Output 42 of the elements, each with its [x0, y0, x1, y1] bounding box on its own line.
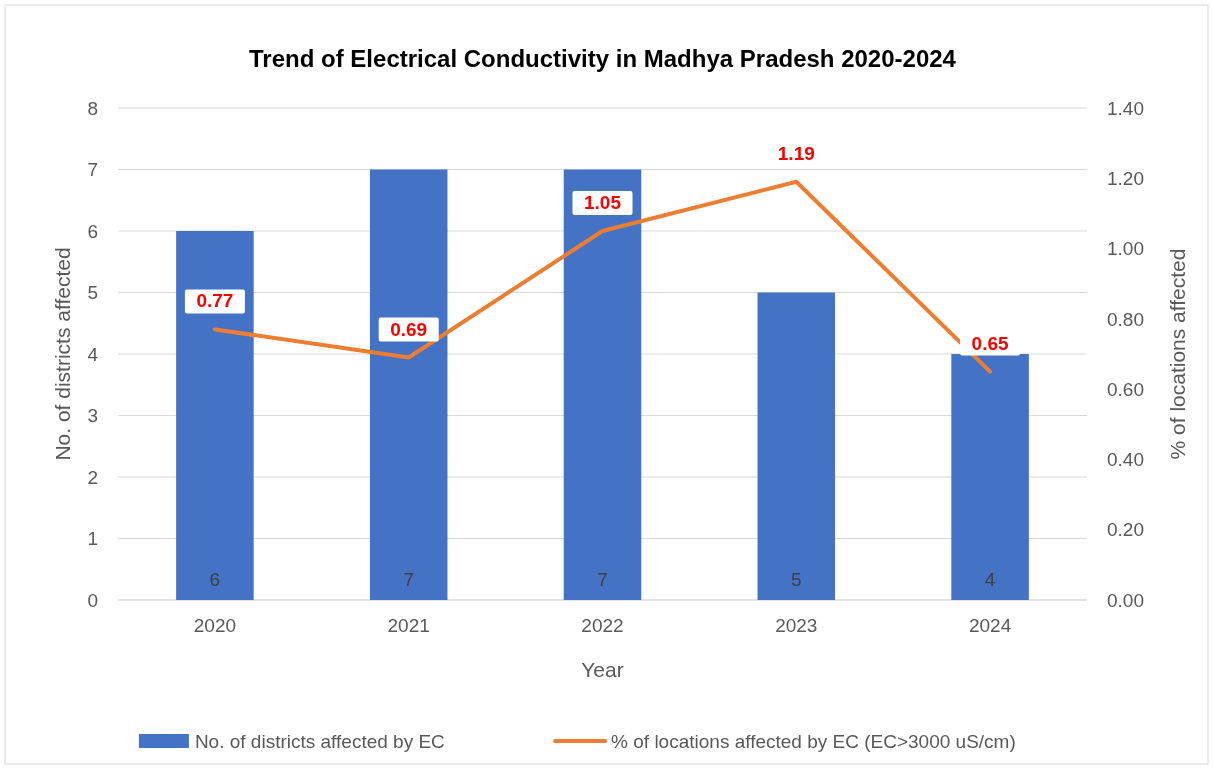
y-tick-label: 3 — [87, 405, 98, 427]
legend-label: % of locations affected by EC (EC>3000 uS/cm) — [611, 730, 1016, 752]
y-tick-label: 6 — [87, 220, 98, 242]
legend-label: No. of districts affected by EC — [194, 730, 445, 752]
y2-tick-label: 1.40 — [1107, 97, 1144, 119]
y2-tick-label: 0.60 — [1107, 378, 1144, 400]
data-label: 1.05 — [584, 192, 622, 213]
bar — [757, 292, 836, 600]
y2-tick-label: 1.20 — [1107, 167, 1144, 189]
data-label: 7 — [403, 569, 414, 590]
data-label: 4 — [984, 569, 996, 590]
data-label: 5 — [791, 569, 802, 590]
data-label: 0.77 — [196, 290, 234, 312]
bar — [563, 169, 642, 600]
y-tick-label: 5 — [87, 282, 98, 304]
y2-axis-title: % of locations affected — [1166, 248, 1189, 460]
x-axis-title: Year — [581, 658, 624, 681]
y2-tick-label: 1.00 — [1107, 238, 1144, 260]
y2-tick-label: 0.00 — [1107, 589, 1144, 611]
y-tick-label: 2 — [87, 466, 98, 488]
x-tick-label: 2020 — [193, 615, 237, 636]
y2-tick-label: 0.40 — [1107, 449, 1144, 471]
y2-tick-label: 0.20 — [1107, 519, 1144, 541]
y-tick-label: 8 — [87, 97, 98, 119]
x-tick-label: 2022 — [581, 615, 624, 636]
data-label: 1.19 — [777, 142, 815, 164]
y-tick-label: 4 — [87, 343, 99, 365]
bar — [176, 231, 254, 600]
x-tick-label: 2021 — [387, 615, 430, 636]
data-label: 0.65 — [971, 332, 1010, 354]
bar — [369, 169, 448, 600]
chart-title: Trend of Electrical Conductivity in Madhya Pradesh 2020-2024 — [249, 45, 957, 72]
x-tick-label: 2023 — [775, 615, 818, 636]
y-tick-label: 7 — [87, 159, 98, 181]
x-tick-label: 2024 — [968, 615, 1012, 636]
data-label: 0.69 — [390, 318, 428, 340]
y-tick-label: 1 — [87, 528, 98, 550]
y2-tick-label: 0.80 — [1107, 308, 1144, 330]
data-label: 6 — [209, 569, 221, 590]
y-tick-label: 0 — [87, 589, 98, 611]
data-label: 7 — [597, 569, 608, 590]
y-axis-title: No. of districts affected — [51, 247, 74, 461]
